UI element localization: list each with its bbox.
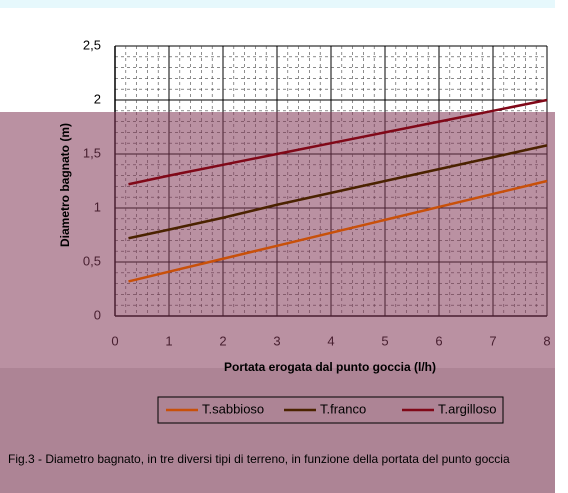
y-tick-label: 2 <box>94 91 101 106</box>
legend-label: T.franco <box>320 401 366 416</box>
top-band <box>0 0 555 8</box>
caption-box: Fig.3 - Diametro bagnato, in tre diversi… <box>8 452 510 466</box>
legend-box <box>157 396 504 424</box>
x-axis-label: Portata erogata dal punto goccia (l/h) <box>224 360 436 374</box>
overlay <box>0 112 555 493</box>
legend: T.sabbioso T.franco T.argilloso <box>166 401 497 416</box>
series-line <box>128 179 548 283</box>
legend-label: T.sabbioso <box>202 401 264 416</box>
overlay-bottom <box>0 368 555 493</box>
lines <box>128 98 548 283</box>
series-line <box>128 144 548 240</box>
series-line <box>128 98 548 186</box>
y-tick-label: 2,5 <box>83 37 101 52</box>
y-axis-label: Diametro bagnato (m) <box>58 123 72 247</box>
legend-label: T.argilloso <box>438 401 497 416</box>
caption: Fig.3 - Diametro bagnato, in tre diversi… <box>8 452 510 466</box>
